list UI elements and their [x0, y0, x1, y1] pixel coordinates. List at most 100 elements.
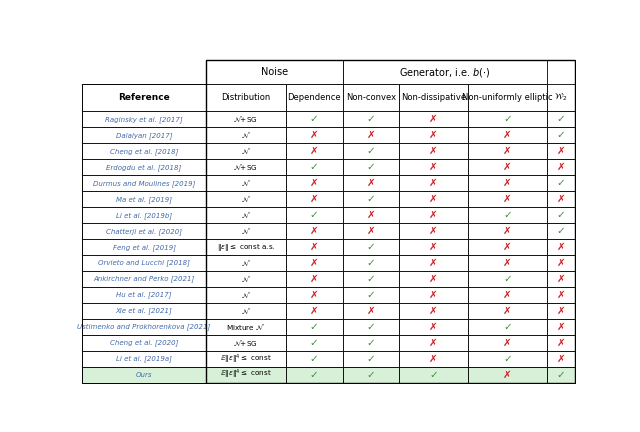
Bar [205, 367, 286, 383]
Text: ✗: ✗ [557, 258, 565, 268]
Text: $\mathcal{N}$: $\mathcal{N}$ [241, 194, 251, 204]
Text: $\mathcal{N}$: $\mathcal{N}$ [241, 226, 251, 236]
Bar [399, 287, 468, 303]
Text: ✗: ✗ [503, 290, 512, 300]
Bar [205, 335, 286, 351]
Text: ✓: ✓ [367, 242, 375, 252]
Text: ✗: ✗ [503, 178, 512, 188]
Bar [547, 127, 575, 143]
Bar [468, 335, 547, 351]
Bar [342, 127, 399, 143]
Text: ✗: ✗ [503, 162, 512, 172]
Bar [205, 143, 286, 159]
Bar [399, 351, 468, 367]
Text: ✓: ✓ [310, 322, 319, 332]
Bar [547, 255, 575, 271]
Bar [547, 159, 575, 175]
Bar [83, 303, 205, 319]
Bar [468, 319, 547, 335]
Text: ✓: ✓ [557, 226, 565, 236]
Bar [468, 111, 547, 127]
Text: ✗: ✗ [429, 258, 438, 268]
Text: Cheng et al. [2020]: Cheng et al. [2020] [110, 340, 178, 346]
Text: Dependence: Dependence [287, 93, 341, 102]
Bar [399, 255, 468, 271]
Text: ✓: ✓ [310, 114, 319, 124]
Text: ✗: ✗ [429, 210, 438, 220]
Bar [468, 207, 547, 223]
Text: ✓: ✓ [429, 370, 438, 380]
Text: ✓: ✓ [367, 146, 375, 156]
Text: ✗: ✗ [557, 338, 565, 348]
Bar [286, 143, 342, 159]
Bar [399, 127, 468, 143]
Bar [286, 159, 342, 175]
Text: ✓: ✓ [367, 338, 375, 348]
Bar [83, 367, 205, 383]
Text: ✗: ✗ [367, 178, 375, 188]
Text: ✗: ✗ [310, 306, 319, 316]
Bar [342, 271, 399, 287]
Text: Xie et al. [2021]: Xie et al. [2021] [116, 308, 172, 314]
Bar [205, 239, 286, 255]
Bar [83, 287, 205, 303]
Bar [205, 175, 286, 191]
Bar [399, 239, 468, 255]
Bar [547, 367, 575, 383]
Bar [205, 127, 286, 143]
Bar [83, 239, 205, 255]
Bar [342, 303, 399, 319]
Text: ✗: ✗ [429, 322, 438, 332]
Text: ✓: ✓ [557, 130, 565, 140]
Bar [83, 319, 205, 335]
Bar [468, 223, 547, 239]
Text: Ustimenko and Prokhorenkova [2021]: Ustimenko and Prokhorenkova [2021] [77, 324, 211, 330]
Text: ✓: ✓ [367, 162, 375, 172]
Bar [547, 111, 575, 127]
Bar [286, 271, 342, 287]
Bar [286, 111, 342, 127]
Bar [205, 223, 286, 239]
Text: $\mathbb{E}\|\epsilon\|^4 \leq$ const: $\mathbb{E}\|\epsilon\|^4 \leq$ const [220, 352, 272, 365]
Bar [547, 175, 575, 191]
Bar [205, 207, 286, 223]
Bar [205, 60, 342, 84]
Text: $\mathcal{N}$: $\mathcal{N}$ [241, 306, 251, 316]
Text: ✗: ✗ [310, 178, 319, 188]
Text: ✗: ✗ [367, 210, 375, 220]
Text: ✗: ✗ [429, 274, 438, 284]
Bar [399, 159, 468, 175]
Bar [83, 175, 205, 191]
Bar [286, 84, 342, 111]
Text: ✓: ✓ [503, 210, 512, 220]
Text: Hu et al. [2017]: Hu et al. [2017] [116, 292, 172, 299]
Bar [547, 84, 575, 111]
Text: ✗: ✗ [429, 146, 438, 156]
Text: Generator, i.e. $b(\cdot)$: Generator, i.e. $b(\cdot)$ [399, 66, 491, 79]
Text: ✓: ✓ [367, 290, 375, 300]
Bar [547, 351, 575, 367]
Text: ✓: ✓ [503, 114, 512, 124]
Text: ✗: ✗ [557, 194, 565, 204]
Bar [342, 255, 399, 271]
Bar [286, 255, 342, 271]
Text: ✓: ✓ [310, 354, 319, 364]
Text: ✓: ✓ [557, 370, 565, 380]
Text: Noise: Noise [260, 67, 287, 77]
Text: Li et al. [2019b]: Li et al. [2019b] [116, 212, 172, 219]
Bar [547, 223, 575, 239]
Bar [286, 367, 342, 383]
Bar [468, 367, 547, 383]
Bar [342, 143, 399, 159]
Bar [342, 287, 399, 303]
Text: ✗: ✗ [310, 242, 319, 252]
Text: ✓: ✓ [367, 354, 375, 364]
Bar [468, 143, 547, 159]
Bar [547, 239, 575, 255]
Text: ✗: ✗ [429, 130, 438, 140]
Text: ✗: ✗ [429, 114, 438, 124]
Bar [342, 207, 399, 223]
Bar [83, 351, 205, 367]
Text: ✗: ✗ [503, 194, 512, 204]
Bar [286, 335, 342, 351]
